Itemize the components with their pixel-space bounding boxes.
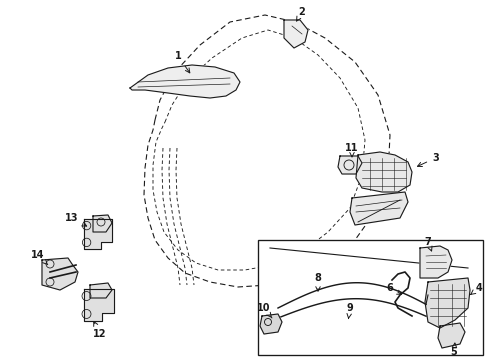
Bar xyxy=(258,240,482,355)
Polygon shape xyxy=(349,192,407,225)
Polygon shape xyxy=(260,314,282,334)
Text: 13: 13 xyxy=(65,213,86,226)
Text: 9: 9 xyxy=(346,303,353,319)
Text: 7: 7 xyxy=(424,237,431,251)
Text: 3: 3 xyxy=(417,153,438,166)
Polygon shape xyxy=(90,283,112,298)
Text: 4: 4 xyxy=(470,283,482,294)
Polygon shape xyxy=(83,219,112,249)
Polygon shape xyxy=(437,323,464,348)
Polygon shape xyxy=(130,65,240,98)
Text: 12: 12 xyxy=(93,321,106,339)
Polygon shape xyxy=(93,215,112,232)
Polygon shape xyxy=(424,278,469,328)
Text: 11: 11 xyxy=(345,143,358,157)
Text: 5: 5 xyxy=(450,343,456,357)
Text: 2: 2 xyxy=(296,7,305,21)
Polygon shape xyxy=(42,258,78,290)
Text: 8: 8 xyxy=(314,273,321,291)
Text: 10: 10 xyxy=(257,303,271,318)
Text: 14: 14 xyxy=(31,250,48,265)
Polygon shape xyxy=(355,152,411,192)
Polygon shape xyxy=(83,289,113,321)
Polygon shape xyxy=(419,246,451,278)
Polygon shape xyxy=(337,156,361,174)
Text: 6: 6 xyxy=(385,283,401,294)
Text: 1: 1 xyxy=(174,51,189,73)
Polygon shape xyxy=(284,20,307,48)
